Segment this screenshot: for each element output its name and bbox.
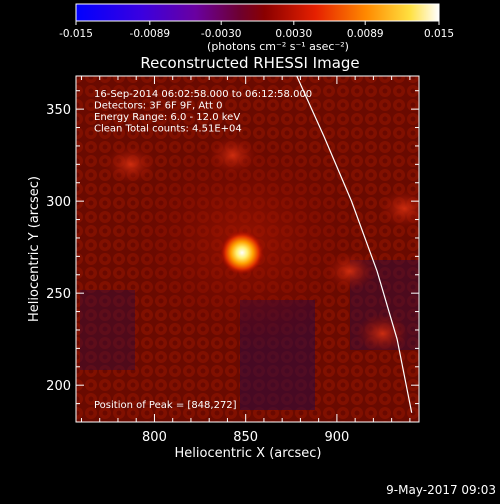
colorbar-unit: (photons cm⁻² s⁻¹ asec⁻²): [207, 40, 349, 53]
annotation-block: 16-Sep-2014 06:02:58.000 to 06:12:58.000…: [94, 89, 312, 135]
x-axis-label: Heliocentric X (arcsec): [175, 446, 322, 461]
y-tick-label: 350: [46, 103, 71, 118]
y-tick-label: 300: [46, 195, 71, 210]
annotation-line: Detectors: 3F 6F 9F, Att 0: [94, 101, 222, 112]
bg-dark-patch-3: [80, 290, 135, 370]
solar-limb: [296, 76, 413, 413]
colorbar: -0.015 -0.0089 -0.0030 0.0030 0.0089 0.015 (p…: [59, 3, 454, 53]
annotation-line: 16-Sep-2014 06:02:58.000 to 06:12:58.000: [94, 89, 312, 100]
x-axis: 800 850 900: [80, 76, 411, 445]
annotation-line: Energy Range: 6.0 - 12.0 keV: [94, 112, 240, 123]
colorbar-tick-label: -0.0030: [201, 28, 242, 40]
y-axis: 200 250 300 350: [46, 90, 419, 423]
peak-source: [220, 230, 265, 275]
y-tick-label: 200: [46, 379, 71, 394]
x-tick-label: 850: [233, 430, 258, 445]
colorbar-tick-label: 0.0030: [275, 28, 312, 40]
footer-date: 9-May-2017 09:03: [386, 483, 496, 497]
secondary-source: [104, 144, 157, 185]
annotation-line: Clean Total counts: 4.51E+04: [94, 124, 242, 135]
colorbar-tick-label: -0.015: [59, 28, 93, 40]
colorbar-gradient: [75, 3, 440, 22]
plot-area: [76, 76, 419, 422]
colorbar-tick-label: -0.0089: [130, 28, 171, 40]
x-tick-label: 800: [142, 430, 167, 445]
secondary-source: [206, 135, 259, 176]
y-axis-label: Heliocentric Y (arcsec): [27, 176, 42, 322]
peak-position-label: Position of Peak = [848,272]: [94, 400, 237, 411]
chart-title: Reconstructed RHESSI Image: [140, 54, 359, 72]
secondary-source: [323, 251, 376, 292]
secondary-source: [378, 188, 419, 229]
colorbar-tick-label: 0.0089: [347, 28, 384, 40]
x-tick-label: 900: [324, 430, 349, 445]
plot-frame: [75, 75, 420, 423]
y-tick-label: 250: [46, 287, 71, 302]
colorbar-tick-label: 0.015: [424, 28, 454, 40]
secondary-source: [356, 313, 409, 354]
